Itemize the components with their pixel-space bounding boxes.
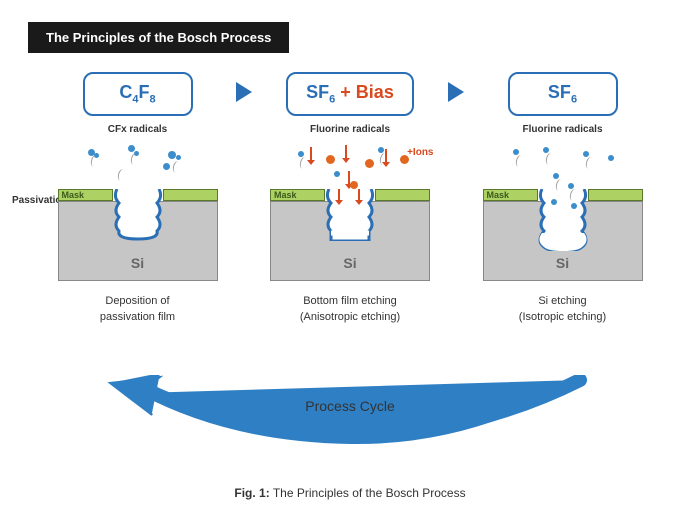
caption-3: Si etching(Isotropic etching) <box>519 293 606 326</box>
stages-row: C4F8 CFx radicals Si Mask Deposition ofp… <box>50 72 650 326</box>
si-label-2: Si <box>270 255 430 271</box>
mask-text-3: Mask <box>487 190 510 200</box>
gas-box-3: SF6 <box>508 72 618 116</box>
diagram-2: Si Mask <box>270 141 430 281</box>
diagram-1: Si Mask <box>58 141 218 281</box>
stage-2: SF6 + Bias Fluorine radicals +Ions Si Ma… <box>263 72 438 326</box>
figure-caption-text: The Principles of the Bosch Process <box>270 486 466 500</box>
figure-caption: Fig. 1: The Principles of the Bosch Proc… <box>0 486 700 500</box>
radicals-label-2: Fluorine radicals <box>310 124 390 135</box>
radicals-label-1: CFx radicals <box>108 124 167 135</box>
title-bar: The Principles of the Bosch Process <box>28 22 289 53</box>
mask-right-1 <box>163 189 218 201</box>
stage-3: SF6 Fluorine radicals Si Mask <box>475 72 650 326</box>
process-cycle-label: Process Cycle <box>0 398 700 414</box>
mask-text-2: Mask <box>274 190 297 200</box>
mask-right-3 <box>588 189 643 201</box>
si-label-1: Si <box>58 255 218 271</box>
arrow-2 <box>448 82 464 102</box>
trench-1 <box>113 189 163 241</box>
radicals-label-3: Fluorine radicals <box>522 124 602 135</box>
trench-2 <box>325 189 375 241</box>
arrow-1 <box>236 82 252 102</box>
mask-text-1: Mask <box>62 190 85 200</box>
stage-1: C4F8 CFx radicals Si Mask Deposition ofp… <box>50 72 225 326</box>
caption-1: Deposition ofpassivation film <box>100 293 175 326</box>
mask-right-2 <box>375 189 430 201</box>
gas-box-1: C4F8 <box>83 72 193 116</box>
gas-box-2: SF6 + Bias <box>286 72 414 116</box>
caption-2: Bottom film etching(Anisotropic etching) <box>300 293 400 326</box>
si-label-3: Si <box>483 255 643 271</box>
trench-3 <box>538 189 588 251</box>
figure-caption-bold: Fig. 1: <box>234 486 269 500</box>
diagram-3: Si Mask <box>483 141 643 281</box>
